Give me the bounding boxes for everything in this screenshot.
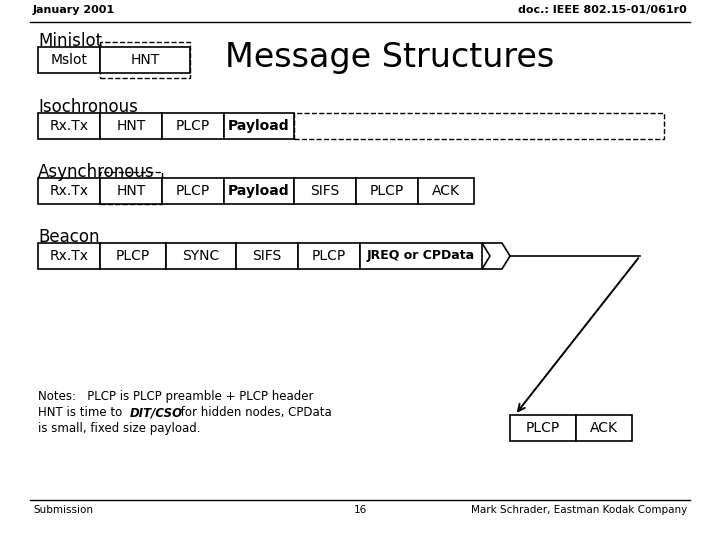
Bar [360,243,482,269]
Text: Rx.Tx: Rx.Tx [50,249,89,263]
Text: SIFS: SIFS [310,184,340,198]
Text: ACK: ACK [432,184,460,198]
Text: HNT: HNT [117,184,145,198]
Text: PLCP: PLCP [116,249,150,263]
Text: Mslot: Mslot [50,53,88,67]
Bar [100,172,162,204]
Bar [356,178,418,204]
Text: Payload: Payload [228,119,290,133]
Text: Message Structures: Message Structures [225,40,554,73]
Text: PLCP: PLCP [176,119,210,133]
Text: Payload: Payload [228,184,290,198]
Text: Submission: Submission [33,505,93,515]
Text: for hidden nodes, CPData: for hidden nodes, CPData [177,406,332,419]
Text: Minislot: Minislot [38,32,102,50]
Text: PLCP: PLCP [370,184,404,198]
Bar [38,178,100,204]
Bar [298,243,360,269]
Text: SYNC: SYNC [182,249,220,263]
Text: HNT: HNT [130,53,160,67]
Bar [510,415,576,441]
Bar [100,47,190,73]
Bar [38,243,100,269]
Bar [224,113,294,139]
Text: PLCP: PLCP [176,184,210,198]
Text: Beacon: Beacon [38,228,99,246]
Text: ACK: ACK [590,421,618,435]
Bar [38,47,100,73]
Bar [100,42,190,78]
Text: Rx.Tx: Rx.Tx [50,184,89,198]
Text: PLCP: PLCP [526,421,560,435]
Text: doc.: IEEE 802.15-01/061r0: doc.: IEEE 802.15-01/061r0 [518,5,687,15]
Polygon shape [482,243,510,269]
Text: SIFS: SIFS [253,249,282,263]
Text: January 2001: January 2001 [33,5,115,15]
Bar [294,113,664,139]
Text: 16: 16 [354,505,366,515]
Bar [166,243,236,269]
Bar [576,415,632,441]
Bar [100,178,162,204]
Text: Asynchronous: Asynchronous [38,163,155,181]
Text: Isochronous: Isochronous [38,98,138,116]
Bar [38,113,100,139]
Text: PLCP: PLCP [312,249,346,263]
Bar [100,243,166,269]
Bar [418,178,474,204]
Bar [100,113,162,139]
Bar [224,178,294,204]
Text: JREQ or CPData: JREQ or CPData [367,249,475,262]
Bar [162,178,224,204]
Text: DIT/CSO: DIT/CSO [130,406,183,419]
Bar [236,243,298,269]
Text: is small, fixed size payload.: is small, fixed size payload. [38,422,200,435]
Text: Rx.Tx: Rx.Tx [50,119,89,133]
Text: Mark Schrader, Eastman Kodak Company: Mark Schrader, Eastman Kodak Company [471,505,687,515]
Text: Notes:   PLCP is PLCP preamble + PLCP header: Notes: PLCP is PLCP preamble + PLCP head… [38,390,313,403]
Bar [294,178,356,204]
Text: HNT is time to: HNT is time to [38,406,126,419]
Bar [162,113,224,139]
Text: HNT: HNT [117,119,145,133]
